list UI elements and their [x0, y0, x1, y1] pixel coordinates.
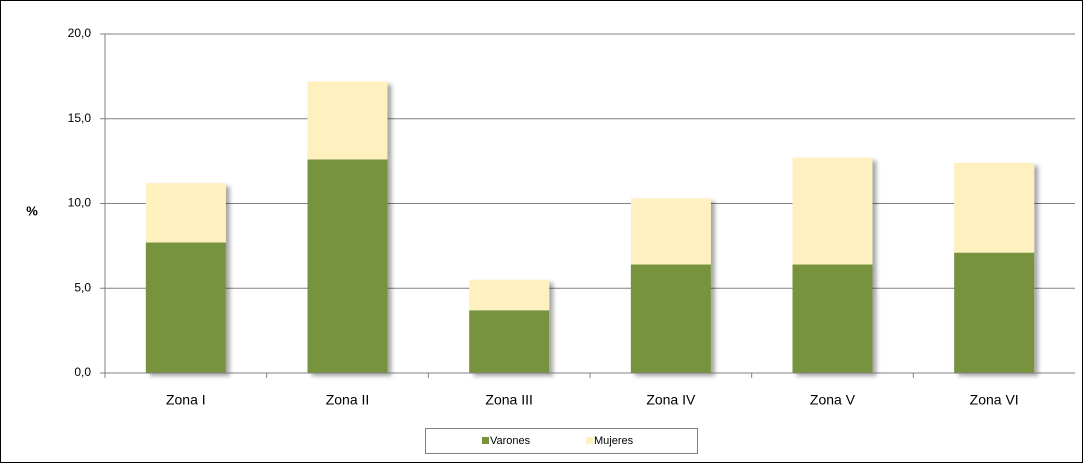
- y-axis-label: %: [26, 203, 38, 218]
- bar-stack: [954, 162, 1035, 373]
- legend: Varones Mujeres: [425, 428, 698, 454]
- bar-stack: [307, 81, 388, 373]
- bar-segment: [469, 279, 550, 311]
- x-tick-label: Zona IV: [646, 392, 696, 408]
- x-tick-label: Zona I: [166, 392, 206, 408]
- legend-label: Varones: [490, 435, 531, 447]
- bar-segment: [307, 159, 388, 373]
- bar-segment: [792, 264, 873, 373]
- x-tick-label: Zona III: [485, 392, 532, 408]
- bar-segment: [145, 183, 226, 243]
- y-tick-label: 10,0: [68, 196, 92, 210]
- legend-label: Mujeres: [594, 435, 634, 447]
- x-tick-label: Zona VI: [970, 392, 1019, 408]
- x-tick-label: Zona V: [810, 392, 856, 408]
- bar-segment: [630, 198, 711, 265]
- y-tick-label: 0,0: [74, 365, 91, 379]
- bar-segment: [792, 157, 873, 265]
- bar-stack: [792, 157, 873, 373]
- bar-stack: [630, 198, 711, 373]
- legend-box: [425, 428, 698, 454]
- bar-segment: [145, 242, 226, 373]
- bar-segment: [630, 264, 711, 373]
- y-tick-label: 5,0: [74, 280, 91, 294]
- legend-swatch: [586, 437, 593, 444]
- bar-segment: [954, 252, 1035, 373]
- y-tick-label: 20,0: [68, 26, 92, 40]
- bar-segment: [954, 162, 1035, 253]
- y-tick-label: 15,0: [68, 111, 92, 125]
- x-tick-label: Zona II: [326, 392, 370, 408]
- bar-stack: [145, 183, 226, 373]
- bar-segment: [307, 81, 388, 160]
- legend-swatch: [482, 437, 489, 444]
- bar-segment: [469, 310, 550, 373]
- bar-stack: [469, 279, 550, 373]
